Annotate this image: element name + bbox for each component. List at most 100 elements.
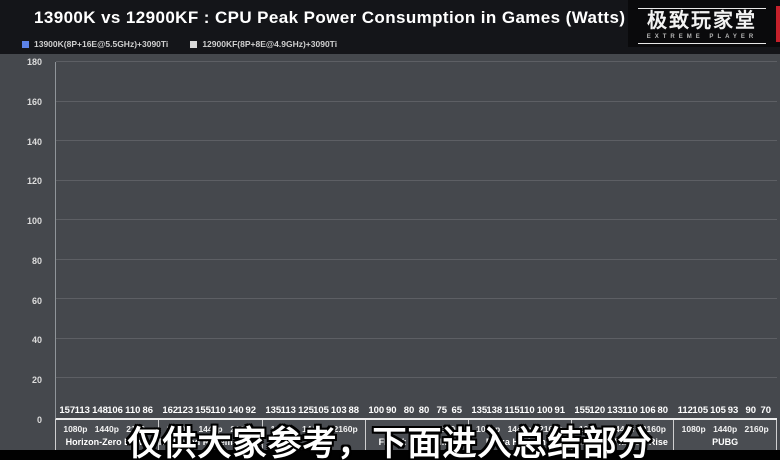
game-label: Monster Hunter: Rise [576,437,668,447]
value-label: 70 [760,405,772,416]
bar-group: 157 113 148 106 110 86 [56,62,159,418]
value-label: 92 [245,405,257,416]
y-tick-label: 100 [26,216,42,227]
value-label: 80 [657,405,669,416]
gridline [56,219,777,221]
value-label: 148 [92,405,108,416]
y-tick-label: 20 [31,375,42,386]
bar-group: 155 120 133 110 106 80 [571,62,674,418]
value-label: 80 [403,405,415,416]
value-label: 105 [313,405,329,416]
value-label: 123 [177,405,194,416]
gridline [56,377,777,379]
gridline [56,298,777,300]
value-label: 106 [107,405,123,416]
value-label: 135 [265,405,282,416]
y-tick-label: 40 [31,335,42,346]
chart-area: 0 20 40 60 80 100 120 140 160 180 157 113 148 106 110… [0,54,780,450]
bar-group: 135 138 115 110 100 91 [468,62,571,418]
resolution-label: 2160p [744,424,769,434]
gridline [56,140,777,142]
y-tick-label: 60 [31,295,42,306]
x-group: 1080p 1440p 2160p PUBG [673,420,778,450]
value-label: 90 [385,405,397,416]
resolution-label: 1440p [713,424,738,434]
y-axis: 0 20 40 60 80 100 120 140 160 180 [0,57,48,425]
value-label: 115 [504,405,520,416]
resolution-label: 2160p [126,424,151,434]
legend-item-13900k: 13900K(8P+16E@5.5GHz)+3090Ti [22,39,168,49]
value-label: 75 [436,405,448,416]
value-label: 133 [607,405,623,416]
y-tick-label: 80 [31,255,42,266]
value-label: 91 [554,405,566,416]
resolution-label: 2160p [641,424,666,434]
resolution-label: 2160p [436,424,461,434]
legend-swatch-gray-icon [190,40,198,48]
value-label: 162 [162,405,179,416]
value-label: 110 [210,405,226,416]
value-label: 100 [368,405,385,416]
bar-group: 162 123 155 110 140 92 [159,62,262,418]
resolution-label: 1440p [404,424,429,434]
legend-item-12900kf: 12900KF(8P+8E@4.9GHz)+3090Ti [190,39,337,49]
x-group: 1080p 1440p 2160p FFXIV: EndWalker [365,420,468,450]
value-label: 125 [298,405,314,416]
value-label: 110 [125,405,141,416]
value-label: 110 [519,405,535,416]
value-label: 157 [59,405,76,416]
letterbox-bar [0,450,780,460]
gridline [56,258,777,260]
channel-logo: 极致玩家堂 EXTREME PLAYER [628,0,780,47]
resolution-label: 1080p [373,424,398,434]
value-label: 135 [471,405,488,416]
game-label: PUBG [712,437,739,447]
bar-group: 135 113 125 105 103 88 [262,62,365,418]
legend: 13900K(8P+16E@5.5GHz)+3090Ti 12900KF(8P+… [22,39,337,49]
value-label: 100 [536,405,553,416]
value-label: 80 [418,405,430,416]
value-label: 90 [745,405,757,416]
resolution-label: 1080p [166,424,191,434]
resolution-label: 1080p [63,424,88,434]
channel-name-cn: 极致玩家堂 [647,10,757,32]
y-tick-label: 0 [36,415,42,425]
value-label: 106 [639,405,656,416]
legend-swatch-blue-icon [22,40,29,48]
value-label: 138 [486,405,503,416]
game-label: Horizon-Zero Dawn [65,437,149,447]
subtitle-overlay: 仅供大家参考，下面进入总结部分 [127,425,653,460]
legend-label-13900k: 13900K(8P+16E@5.5GHz)+3090Ti [34,39,169,49]
resolution-label: 1440p [302,424,327,434]
y-tick-label: 120 [26,176,42,187]
resolution-label: 1440p [94,424,119,434]
resolution-label: 1080p [476,424,501,434]
value-label: 110 [622,405,638,416]
x-axis-labels: 1080p 1440p 2160p Horizon-Zero Dawn 1080p 144… [55,420,778,450]
value-label: 155 [574,405,591,416]
resolution-label: 2160p [333,424,358,434]
x-group: 1080p 1440p 2160p [262,420,365,450]
gridline [56,337,777,339]
value-label: 113 [74,405,90,416]
resolution-label: 1440p [610,424,635,434]
resolution-label: 1080p [681,424,706,434]
y-tick-label: 140 [26,136,42,147]
x-group: 1080p 1440p 2160p Red Dead Redemption 2 [157,420,262,450]
value-label: 140 [227,405,244,416]
value-label: 120 [589,405,606,416]
resolution-label: 1080p [578,424,603,434]
logo-rule-bottom [638,43,766,44]
logo-rule-top [638,8,766,9]
chart-header: 13900K vs 12900KF : CPU Peak Power Consu… [0,0,780,54]
x-group: 1080p 1440p 2160p Monster Hunter: Rise [570,420,674,450]
bar-group: 112 105 105 93 90 70 [674,62,777,418]
gridline [56,61,777,62]
channel-name-en: EXTREME PLAYER [646,34,758,40]
resolution-label: 2160p [230,424,255,434]
value-label: 86 [142,405,154,416]
y-tick-label: 160 [26,96,42,107]
value-label: 112 [677,405,693,416]
gridline [56,100,777,102]
